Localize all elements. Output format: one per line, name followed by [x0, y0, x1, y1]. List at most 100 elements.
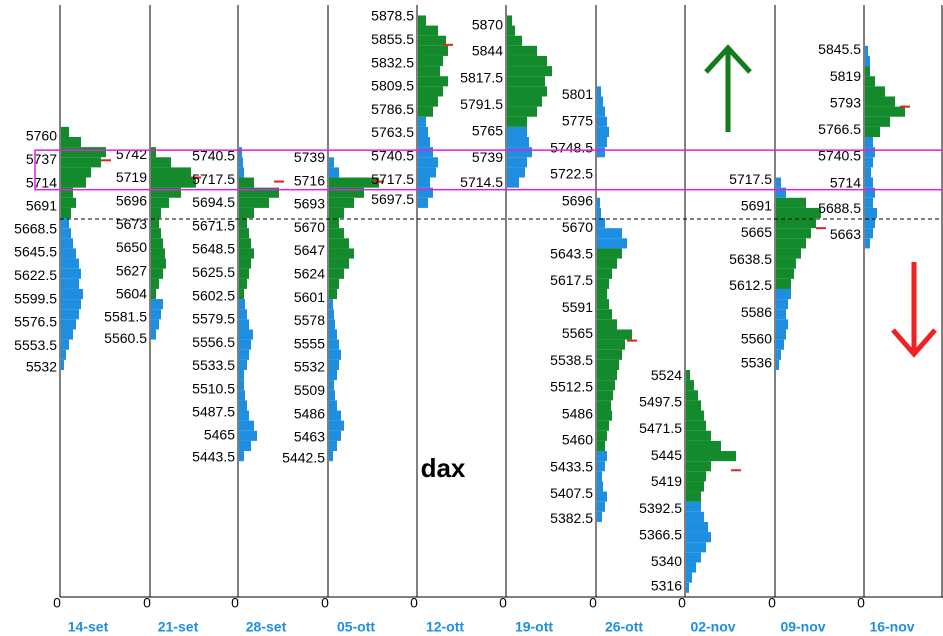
zero-label: 0	[857, 595, 865, 611]
price-label: 5392.5	[639, 500, 682, 516]
profile-bar	[329, 228, 344, 239]
profile-bar	[418, 96, 438, 107]
price-label: 5512.5	[550, 378, 593, 394]
profile-column	[416, 5, 453, 597]
profile-bar	[61, 309, 79, 320]
profile-bar	[597, 511, 602, 522]
profile-bar	[329, 218, 339, 229]
profile-bar	[776, 258, 796, 269]
profile-bar	[597, 420, 609, 431]
profile-column	[237, 5, 284, 597]
profile-bar	[239, 349, 249, 360]
profile-bar	[865, 86, 885, 97]
profile-bar	[418, 167, 436, 178]
profile-column	[684, 5, 741, 597]
profile-bar	[239, 228, 249, 239]
profile-bar	[329, 359, 339, 370]
profile-bar	[597, 268, 612, 279]
profile-bar	[507, 106, 537, 117]
profile-bar	[61, 288, 83, 300]
profile-bar	[597, 96, 603, 107]
profile-bar	[776, 319, 788, 330]
profile-bar	[239, 147, 242, 158]
profile-bar	[597, 440, 605, 452]
profile-bar	[61, 137, 81, 148]
profile-bar	[865, 218, 875, 229]
profile-bar	[507, 15, 512, 26]
profile-bar	[776, 309, 786, 320]
profile-bar	[686, 451, 736, 462]
profile-bar	[61, 268, 81, 279]
profile-bar	[61, 197, 76, 208]
profile-bar	[865, 167, 871, 178]
profile-bar	[686, 562, 696, 573]
price-label: 5471.5	[639, 420, 682, 436]
profile-bar	[329, 440, 337, 452]
profile-bar	[61, 258, 79, 269]
profile-bar	[686, 511, 704, 522]
profile-bar	[597, 501, 605, 512]
price-label: 5697.5	[371, 191, 414, 207]
profile-bar	[507, 126, 527, 137]
price-label: 5509	[294, 382, 325, 398]
profile-bar	[597, 137, 607, 148]
profile-bar	[776, 299, 788, 310]
price-label: 5668.5	[14, 220, 57, 236]
price-label: 5717.5	[729, 171, 772, 187]
price-label: 5538.5	[550, 352, 593, 368]
profile-bar	[151, 147, 156, 158]
profile-bar	[597, 218, 605, 229]
zero-label: 0	[143, 595, 151, 611]
price-label: 5670	[562, 219, 593, 235]
profile-bar	[776, 339, 784, 350]
profile-bar	[239, 278, 247, 289]
profile-bar	[61, 238, 73, 249]
profile-bar	[686, 491, 701, 502]
profile-bar	[61, 177, 86, 188]
profile-bar	[686, 582, 689, 593]
price-label: 5714.5	[460, 174, 503, 190]
price-label: 5791.5	[460, 96, 503, 112]
date-label: 02-nov	[690, 619, 735, 635]
profile-bar	[597, 400, 611, 411]
profile-bar	[776, 288, 791, 300]
profile-bar	[686, 400, 701, 411]
price-label: 5586	[741, 304, 772, 320]
profile-bar	[597, 238, 627, 249]
profile-column	[149, 5, 201, 597]
price-label: 5870	[472, 16, 503, 32]
price-label: 5643.5	[550, 246, 593, 262]
price-label: 5533.5	[192, 357, 235, 373]
date-label: 16-nov	[869, 619, 914, 635]
zero-label: 0	[589, 595, 597, 611]
profile-bar	[151, 238, 163, 249]
profile-bar	[151, 258, 166, 269]
profile-bar	[507, 116, 527, 127]
price-label: 5486	[562, 405, 593, 421]
profile-bar	[418, 147, 433, 158]
date-label: 09-nov	[780, 619, 825, 635]
profile-bar	[151, 167, 191, 178]
price-label: 5625.5	[192, 264, 235, 280]
profile-bar	[865, 96, 895, 107]
up-arrow-head	[704, 44, 752, 74]
profile-bar	[597, 248, 622, 259]
profile-bar	[239, 288, 244, 300]
price-label: 5696	[116, 193, 147, 209]
price-label: 5766.5	[818, 121, 861, 137]
zero-label: 0	[53, 595, 61, 611]
price-label: 5443.5	[192, 448, 235, 464]
price-label: 5793	[830, 94, 861, 110]
profile-bar	[418, 106, 433, 117]
price-label: 5382.5	[550, 510, 593, 526]
price-label: 5696	[562, 193, 593, 209]
trend-arrows	[704, 44, 937, 358]
profile-bar	[239, 187, 279, 198]
price-label: 5717.5	[371, 171, 414, 187]
profile-bar	[776, 359, 779, 370]
profile-bar	[151, 288, 156, 300]
profile-bar	[239, 451, 244, 462]
price-label: 5740.5	[371, 147, 414, 163]
profile-bar	[507, 96, 542, 107]
profile-bar	[865, 116, 890, 127]
